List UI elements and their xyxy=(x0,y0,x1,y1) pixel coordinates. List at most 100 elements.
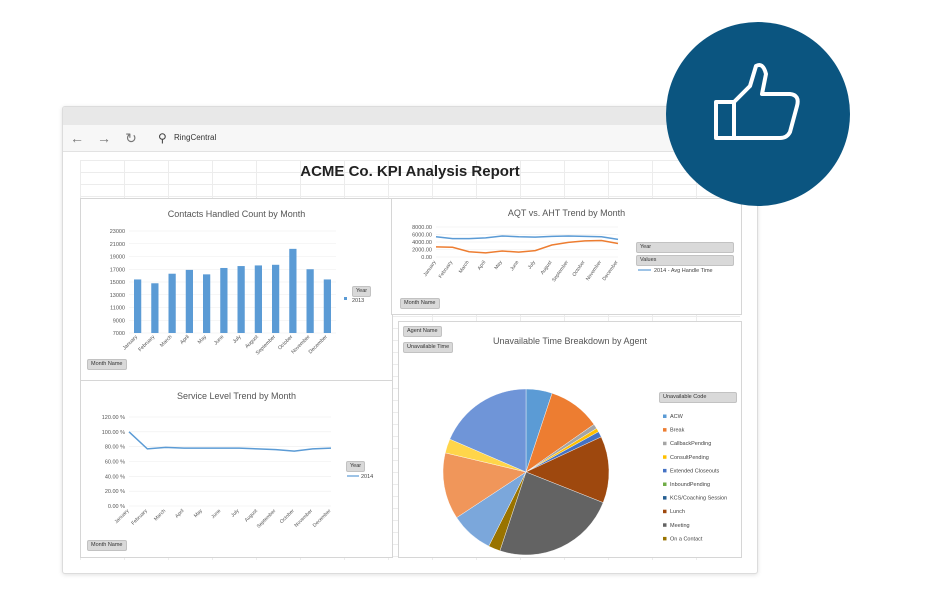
y-tick-label: 13000 xyxy=(110,293,125,299)
x-tick-label: September xyxy=(256,508,278,530)
x-tick-label: July xyxy=(527,259,537,270)
x-tick-label: July xyxy=(232,334,243,345)
report-title: ACME Co. KPI Analysis Report xyxy=(300,163,520,180)
legend-swatch xyxy=(663,523,667,527)
month-name-filter[interactable]: Month Name xyxy=(400,298,440,309)
y-tick-label: 15000 xyxy=(110,280,125,286)
legend-item: 2014 xyxy=(361,474,374,480)
x-tick-label: July xyxy=(230,508,241,519)
y-tick-label: 17000 xyxy=(110,267,125,273)
refresh-button[interactable]: ↻ xyxy=(125,130,137,146)
legend-swatch xyxy=(663,455,667,459)
unavailable-pie-chart: ACW Break CallbackPending ConsultPending Ext… xyxy=(442,388,727,556)
x-tick-label: January xyxy=(114,508,131,525)
x-tick-label: May xyxy=(197,334,208,345)
bar xyxy=(151,283,159,333)
legend-swatch xyxy=(663,428,667,432)
year-filter[interactable]: Year xyxy=(636,242,734,253)
values-field[interactable]: Values xyxy=(636,255,734,266)
pie-slice xyxy=(442,452,527,518)
year-filter[interactable]: Year xyxy=(352,286,372,297)
back-button[interactable]: ← xyxy=(70,130,84,146)
y-tick-label: 0.00 xyxy=(421,255,432,261)
month-name-filter[interactable]: Month Name xyxy=(87,540,127,551)
x-tick-label: August xyxy=(244,508,260,524)
pie-slice xyxy=(499,471,604,556)
legend-label: Lunch xyxy=(670,509,685,515)
y-tick-label: 100.00 % xyxy=(102,430,125,436)
unavailable-time-field[interactable]: Unavailable Time xyxy=(403,342,454,353)
x-tick-label: April xyxy=(174,508,185,519)
bar xyxy=(203,274,211,333)
chart-title: Service Level Trend by Month xyxy=(176,391,297,401)
legend-label: On a Contact xyxy=(670,536,703,542)
x-tick-label: February xyxy=(438,259,455,279)
x-tick-label: March xyxy=(159,334,174,349)
legend-label: Break xyxy=(670,428,685,434)
y-tick-label: 19000 xyxy=(110,255,125,261)
pie-slice xyxy=(525,436,610,503)
x-tick-label: October xyxy=(279,508,296,525)
service-level-line-chart: 120.00 % 100.00 % 80.00 % 60.00 % 40.00 % 20.… xyxy=(102,415,359,530)
legend-label: Extended Closeouts xyxy=(670,468,719,474)
y-tick-label: 80.00 % xyxy=(105,445,125,451)
bar xyxy=(289,248,297,333)
x-tick-label: August xyxy=(244,334,260,350)
y-tick-label: 120.00 % xyxy=(102,415,125,421)
y-tick-label: 40.00 % xyxy=(105,474,125,480)
legend-swatch xyxy=(663,441,667,446)
series-line xyxy=(128,431,332,452)
browser-window: ← → ↻ ⚲ RingCentral ACME Co. KPI Analysi… xyxy=(62,106,758,574)
x-tick-label: December xyxy=(312,508,333,529)
y-tick-label: 2000.00 xyxy=(412,248,432,254)
x-tick-label: May xyxy=(493,259,504,271)
y-tick-label: 11000 xyxy=(110,306,125,312)
contacts-chart-panel: Contacts Handled Count by Month 23000 210… xyxy=(80,198,393,382)
x-tick-label: October xyxy=(571,259,586,277)
legend-item: 2013 xyxy=(352,298,365,304)
thumbs-up-icon xyxy=(714,63,800,140)
month-name-filter[interactable]: Month Name xyxy=(87,359,127,370)
series-line xyxy=(435,239,619,254)
legend-label: InboundPending xyxy=(670,482,710,488)
x-tick-label: February xyxy=(137,334,156,353)
aqt-aht-chart-panel: AQT vs. AHT Trend by Month 8000.00 6000.0… xyxy=(391,198,742,315)
legend-item: 2014 - Avg Handle Time xyxy=(654,268,713,274)
thumbs-up-badge xyxy=(666,22,850,206)
x-tick-label: June xyxy=(213,334,225,346)
chart-title: Unavailable Time Breakdown by Agent xyxy=(492,336,648,346)
address-bar[interactable]: RingCentral xyxy=(174,133,217,142)
bar xyxy=(237,266,245,333)
x-tick-label: March xyxy=(458,260,471,275)
series-line xyxy=(435,235,619,241)
chart-title: Contacts Handled Count by Month xyxy=(167,209,306,219)
y-tick-label: 20.00 % xyxy=(105,489,125,495)
bar xyxy=(306,269,314,333)
x-tick-label: December xyxy=(308,334,329,355)
unavailable-code-filter[interactable]: Unavailable Code xyxy=(659,392,737,403)
y-tick-label: 21000 xyxy=(110,242,125,248)
legend-swatch xyxy=(344,297,347,300)
contacts-bar-chart: 23000 21000 19000 17000 15000 13000 11000 9000 7… xyxy=(110,229,347,356)
legend-label: ConsultPending xyxy=(670,455,709,461)
x-tick-label: September xyxy=(551,259,570,283)
agent-name-filter[interactable]: Agent Name xyxy=(403,326,442,337)
forward-button[interactable]: → xyxy=(97,130,111,146)
bar xyxy=(272,264,280,333)
y-tick-label: 60.00 % xyxy=(105,460,125,466)
service-level-chart-panel: Service Level Trend by Month 120.00 % 100… xyxy=(80,380,393,558)
year-filter[interactable]: Year xyxy=(346,461,366,472)
bar xyxy=(323,279,331,333)
x-tick-label: November xyxy=(293,508,314,529)
bar xyxy=(185,269,193,333)
y-tick-label: 23000 xyxy=(110,229,125,235)
legend-swatch xyxy=(663,496,667,500)
bar xyxy=(134,279,142,333)
y-tick-label: 0.00 % xyxy=(108,504,125,510)
y-tick-label: 7000 xyxy=(113,331,125,337)
x-tick-label: February xyxy=(130,508,149,527)
x-tick-label: April xyxy=(477,260,488,272)
y-tick-label: 4000.00 xyxy=(412,240,432,246)
legend-label: CallbackPending xyxy=(670,441,711,447)
